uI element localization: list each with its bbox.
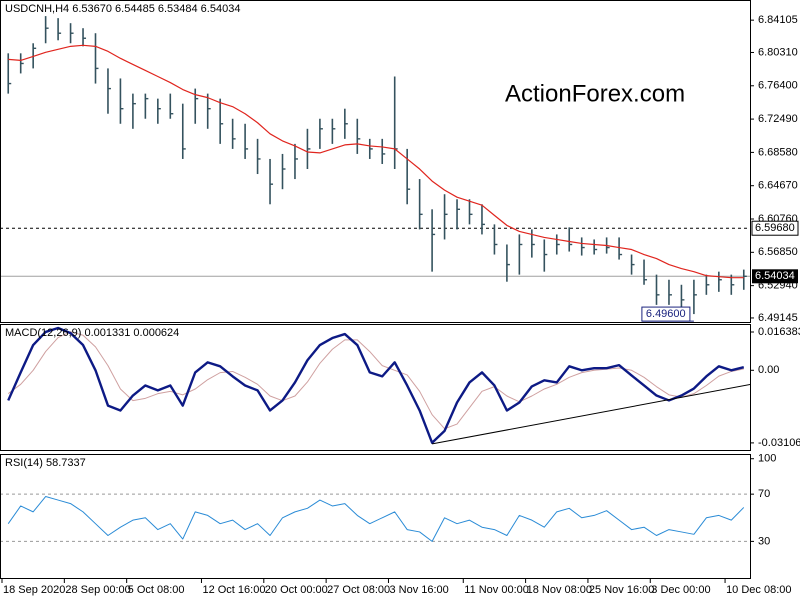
panel-frame	[0, 454, 751, 579]
panel-frame	[0, 0, 751, 323]
y-tick-label: 6.56850	[758, 246, 798, 258]
y-tick-label: 6.72490	[758, 113, 798, 125]
ma_values-line	[8, 44, 744, 279]
y-tick-label: 6.64670	[758, 180, 798, 192]
x-tick-label: 18 Sep 2020	[3, 584, 65, 596]
y-tick-label: 30	[758, 535, 770, 547]
values-line	[7, 496, 745, 542]
y-tick-label: 6.68580	[758, 146, 798, 158]
last-price-label: 6.54034	[755, 270, 795, 282]
y-tick-label: 6.84105	[758, 14, 798, 26]
price-label: 6.59680	[755, 222, 795, 234]
trendline	[432, 384, 750, 445]
price-label-box	[751, 220, 799, 236]
x-tick-label: 5 Oct 08:00	[128, 584, 185, 596]
y-tick-label: 6.80310	[758, 46, 798, 58]
panel-title: USDCNH,H4 6.53670 6.54485 6.53484 6.5403…	[5, 3, 240, 15]
y-tick-label: 6.49145	[758, 312, 798, 324]
y-tick-label: -0.031063	[758, 437, 800, 449]
plot-area	[1, 16, 750, 315]
x-tick-label: 12 Oct 16:00	[202, 584, 265, 596]
x-tick-label: 11 Nov 00:00	[464, 584, 529, 596]
panel-frame	[0, 324, 751, 451]
y-tick-label: 0.00	[758, 364, 779, 376]
last-price-box	[752, 269, 798, 284]
x-tick-label: 3 Nov 16:00	[389, 584, 448, 596]
x-tick-label: 18 Nov 08:00	[527, 584, 592, 596]
plot-area	[7, 326, 750, 445]
values-line	[7, 326, 745, 444]
x-tick-label: 28 Sep 00:00	[65, 584, 130, 596]
x-tick-label: 27 Oct 08:00	[327, 584, 390, 596]
watermark: ActionForex.com	[505, 80, 685, 107]
y-tick-label: 0.016383	[758, 326, 800, 338]
y-tick-label: 6.76400	[758, 80, 798, 92]
x-tick-label: 20 Oct 00:00	[265, 584, 328, 596]
x-tick-label: 3 Dec 00:00	[651, 584, 710, 596]
low-label-box	[641, 306, 691, 322]
plot-area	[1, 493, 750, 542]
panel-title: RSI(14) 58.7337	[5, 457, 86, 469]
y-tick-label: 100	[758, 453, 776, 465]
x-tick-label: 25 Nov 16:00	[589, 584, 654, 596]
x-tick-label: 10 Dec 08:00	[726, 584, 791, 596]
y-tick-label: 70	[758, 488, 770, 500]
low-label: 6.49600	[646, 308, 686, 320]
panel-title: MACD(12,26,9) 0.001331 0.000624	[5, 327, 179, 339]
